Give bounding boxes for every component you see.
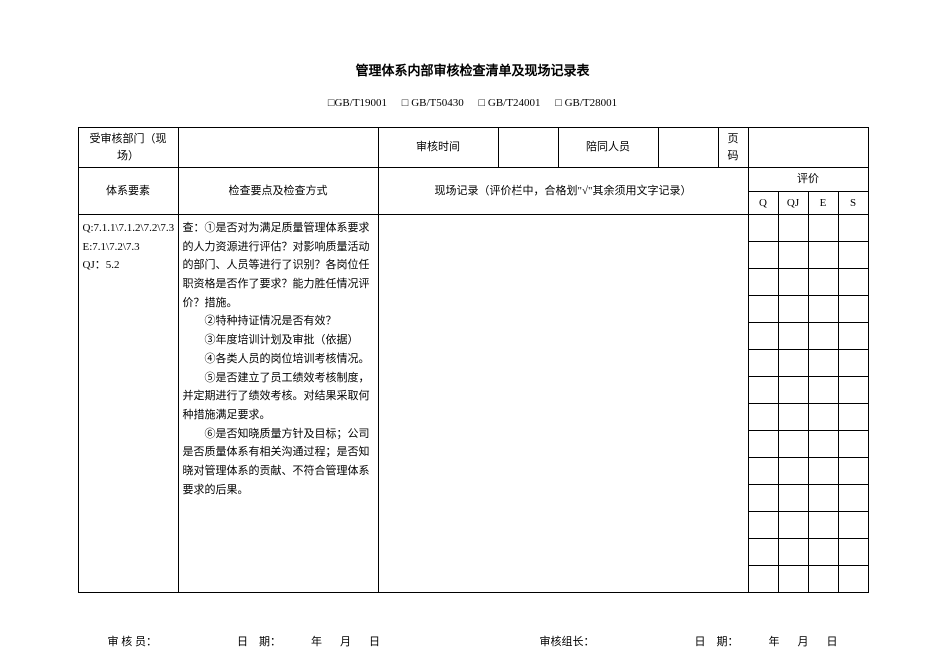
date-label-1: 日 期： [237, 633, 281, 649]
eval-qj-cell [778, 512, 808, 539]
eval-qj-cell [778, 242, 808, 269]
audit-table: 受审核部门（现场） 审核时间 陪同人员 页码 体系要素 检查要点及检查方式 现场… [78, 127, 869, 593]
eval-qj-cell [778, 269, 808, 296]
year-2: 年 [769, 633, 780, 649]
eval-q-cell [748, 377, 778, 404]
date-label-2: 日 期： [695, 633, 739, 649]
eval-s-cell [838, 566, 868, 593]
eval-e-cell [808, 242, 838, 269]
eval-s-header: S [838, 191, 868, 215]
standard-1: □GB/T19001 [328, 97, 387, 109]
auditor-label: 审 核 员： [108, 633, 158, 649]
element-header: 体系要素 [78, 168, 178, 215]
dept-label: 受审核部门（现场） [78, 128, 178, 168]
eval-q-cell [748, 512, 778, 539]
eval-header: 评价 [748, 168, 868, 192]
element-cell: Q:7.1.1\7.1.2\7.2\7.3E:7.1\7.2\7.3QJ：5.2 [78, 215, 178, 593]
eval-q-cell [748, 269, 778, 296]
eval-s-cell [838, 485, 868, 512]
eval-qj-cell [778, 296, 808, 323]
standards-line: □GB/T19001 □ GB/T50430 □ GB/T24001 □ GB/… [78, 97, 868, 109]
header-row-1: 受审核部门（现场） 审核时间 陪同人员 页码 [78, 128, 868, 168]
eval-e-cell [808, 377, 838, 404]
eval-e-cell [808, 215, 838, 242]
eval-qj-cell [778, 350, 808, 377]
record-header: 现场记录（评价栏中，合格划"√"其余须用文字记录） [378, 168, 748, 215]
header-row-2: 体系要素 检查要点及检查方式 现场记录（评价栏中，合格划"√"其余须用文字记录）… [78, 168, 868, 192]
eval-qj-cell [778, 404, 808, 431]
page-value [748, 128, 868, 168]
eval-q-cell [748, 431, 778, 458]
time-label: 审核时间 [378, 128, 498, 168]
document-title: 管理体系内部审核检查清单及现场记录表 [78, 60, 868, 79]
eval-qj-cell [778, 377, 808, 404]
eval-q-cell [748, 350, 778, 377]
eval-s-cell [838, 458, 868, 485]
record-cell [378, 215, 748, 593]
eval-s-cell [838, 350, 868, 377]
eval-s-cell [838, 296, 868, 323]
eval-qj-cell [778, 458, 808, 485]
eval-s-cell [838, 377, 868, 404]
eval-q-cell [748, 296, 778, 323]
year-1: 年 [311, 633, 322, 649]
eval-q-cell [748, 458, 778, 485]
eval-qj-cell [778, 539, 808, 566]
eval-e-cell [808, 512, 838, 539]
footer-line: 审 核 员： 日 期： 年 月 日 审核组长： 日 期： 年 月 日 [78, 633, 868, 649]
eval-s-cell [838, 323, 868, 350]
eval-s-cell [838, 512, 868, 539]
time-value [498, 128, 558, 168]
eval-e-cell [808, 566, 838, 593]
eval-q-cell [748, 539, 778, 566]
eval-qj-cell [778, 566, 808, 593]
eval-q-header: Q [748, 191, 778, 215]
eval-q-cell [748, 485, 778, 512]
eval-s-cell [838, 269, 868, 296]
eval-e-cell [808, 539, 838, 566]
eval-s-cell [838, 404, 868, 431]
eval-e-cell [808, 350, 838, 377]
eval-q-cell [748, 404, 778, 431]
body-row-1: Q:7.1.1\7.1.2\7.2\7.3E:7.1\7.2\7.3QJ：5.2… [78, 215, 868, 242]
eval-s-cell [838, 242, 868, 269]
page-label: 页码 [718, 128, 748, 168]
eval-s-cell [838, 431, 868, 458]
day-2: 日 [827, 633, 838, 649]
day-1: 日 [369, 633, 380, 649]
eval-q-cell [748, 242, 778, 269]
check-header: 检查要点及检查方式 [178, 168, 378, 215]
escort-label: 陪同人员 [558, 128, 658, 168]
eval-e-header: E [808, 191, 838, 215]
leader-label: 审核组长： [540, 633, 595, 649]
eval-qj-cell [778, 431, 808, 458]
eval-e-cell [808, 458, 838, 485]
standard-4: □ GB/T28001 [555, 97, 617, 109]
eval-qj-cell [778, 323, 808, 350]
eval-qj-cell [778, 215, 808, 242]
eval-e-cell [808, 269, 838, 296]
standard-3: □ GB/T24001 [479, 97, 541, 109]
eval-e-cell [808, 296, 838, 323]
eval-e-cell [808, 323, 838, 350]
eval-q-cell [748, 215, 778, 242]
eval-qj-header: QJ [778, 191, 808, 215]
eval-e-cell [808, 404, 838, 431]
month-2: 月 [798, 633, 809, 649]
eval-q-cell [748, 323, 778, 350]
check-cell: 查：①是否对为满足质量管理体系要求的人力资源进行评估？对影响质量活动的部门、人员… [178, 215, 378, 593]
eval-s-cell [838, 539, 868, 566]
eval-q-cell [748, 566, 778, 593]
standard-2: □ GB/T50430 [402, 97, 464, 109]
month-1: 月 [340, 633, 351, 649]
escort-value [658, 128, 718, 168]
eval-s-cell [838, 215, 868, 242]
eval-e-cell [808, 485, 838, 512]
dept-value [178, 128, 378, 168]
eval-qj-cell [778, 485, 808, 512]
eval-e-cell [808, 431, 838, 458]
